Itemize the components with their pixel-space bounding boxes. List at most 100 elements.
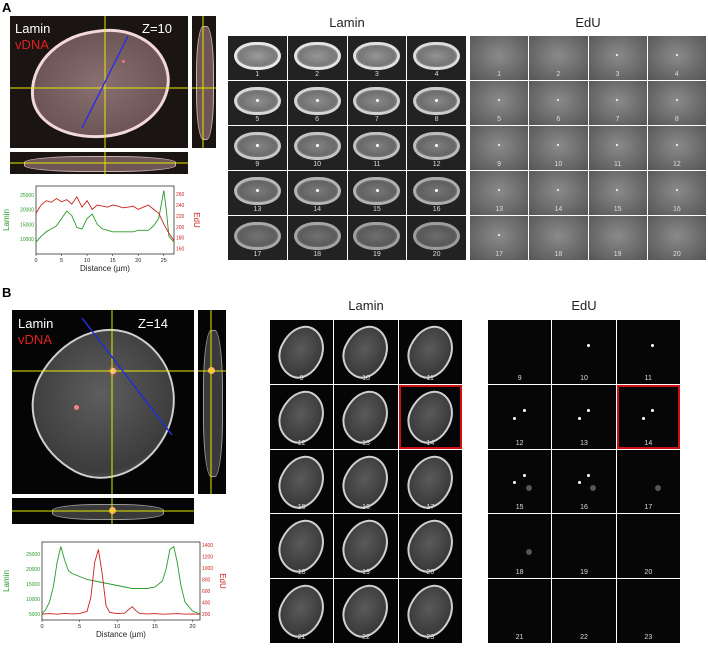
- chart-frame: [41, 541, 201, 621]
- z-slice-number: 11: [613, 161, 622, 168]
- panel-a-lamin-title: Lamin: [329, 15, 365, 30]
- z-slice-tile: 13: [228, 171, 287, 215]
- panel-b-micrograph: Lamin vDNA Z=14: [12, 310, 194, 494]
- y-right-tick-label: 200: [176, 225, 185, 231]
- lamin-series-line: [41, 545, 201, 615]
- y-right-axis-label: EdU: [192, 212, 201, 228]
- x-tick-label: 10: [114, 624, 120, 630]
- z-slice-number: 11: [426, 374, 434, 382]
- z-slice-tile: 8: [647, 81, 706, 125]
- z-slice-tile: 17: [228, 216, 287, 260]
- z-slice-tile: 20: [398, 514, 462, 579]
- z-slice-number: 11: [644, 374, 652, 382]
- z-slice-number: 17: [644, 504, 653, 512]
- z-slice-tile: 4: [647, 36, 706, 80]
- x-tick-label: 15: [152, 624, 158, 630]
- z-slice-number: 19: [362, 569, 370, 577]
- z-slice-tile: 10: [287, 126, 347, 170]
- z-slice-number: 15: [515, 504, 524, 512]
- z-slice-number: 12: [672, 161, 681, 168]
- z-slice-number: 4: [434, 71, 439, 78]
- z-slice-tile: 16: [552, 449, 616, 514]
- z-slice-number: 9: [497, 161, 502, 168]
- z-slice-tile: 15: [270, 449, 334, 514]
- edu-series-line: [41, 549, 201, 615]
- z-slice-number: 18: [297, 569, 306, 577]
- panel-a-micrograph: Lamin vDNA Z=10: [10, 16, 188, 148]
- y-left-tick-label: 15000: [20, 222, 34, 228]
- z-slice-number: 8: [674, 116, 679, 123]
- z-slice-number: 20: [672, 251, 681, 258]
- z-slice-number: 14: [644, 439, 653, 447]
- z-slice-number: 13: [580, 439, 588, 447]
- x-tick-label: 5: [78, 624, 81, 630]
- z-slice-number: 17: [426, 504, 435, 512]
- z-slice-number: 20: [426, 569, 435, 577]
- y-right-tick-label: 180: [176, 236, 185, 242]
- lamin-channel-label: Lamin: [15, 21, 51, 36]
- z-slice-tile: 9: [488, 320, 552, 384]
- z-slice-number: 8: [434, 116, 439, 123]
- z-slice-number: 12: [297, 439, 306, 447]
- z-slice-number: 3: [374, 71, 379, 78]
- lamin-channel-label-b: Lamin: [18, 316, 54, 331]
- vdna-channel-label: vDNA: [15, 37, 49, 52]
- z-slice-tile: 23: [616, 579, 680, 643]
- z-slice-number: 19: [613, 251, 622, 258]
- z-slice-tile: 16: [407, 171, 466, 215]
- z-slice-number: 2: [315, 71, 320, 78]
- z-slice-tile: 15: [488, 449, 552, 514]
- x-tick-label: 25: [161, 258, 167, 264]
- y-right-tick-label: 1200: [202, 554, 213, 560]
- panel-a-lamin-grid: 1 2 3 4 5 6 7 8 9 10 11 12 13 14 15 16 17 18 19 20: [228, 36, 466, 260]
- z-slice-number: 10: [580, 374, 588, 382]
- z-slice-number: 15: [372, 206, 381, 213]
- z-slice-number: 2: [556, 71, 561, 78]
- z-slice-tile: 15: [347, 171, 407, 215]
- z-slice-tile: 14: [287, 171, 347, 215]
- z-slice-tile: 16: [334, 449, 398, 514]
- z-slice-tile: 8: [407, 81, 466, 125]
- z-slice-tile: 17: [470, 216, 529, 260]
- z-slice-number: 13: [362, 439, 370, 447]
- z-slice-number: 6: [556, 116, 561, 123]
- z-slice-tile: 2: [529, 36, 588, 80]
- z-slice-tile: 16: [647, 171, 706, 215]
- z-slice-number: 9: [255, 161, 260, 168]
- z-slice-tile: 14: [529, 171, 588, 215]
- z-slice-number: 1: [255, 71, 260, 78]
- z-slice-tile: 23: [398, 579, 462, 643]
- z-slice-number: 16: [580, 504, 588, 512]
- y-left-tick-label: 20000: [26, 567, 40, 573]
- z-slice-number: 22: [362, 633, 370, 641]
- z-slice-tile: 5: [228, 81, 287, 125]
- z-slice-tile: 22: [334, 579, 398, 643]
- z-slice-number: 22: [580, 633, 588, 641]
- z-slice-tile: 19: [334, 514, 398, 579]
- lamin-series-line: [35, 190, 175, 243]
- z-slice-number: 13: [495, 206, 504, 213]
- z-slice-tile: 20: [616, 514, 680, 579]
- z-slice-tile: 18: [270, 514, 334, 579]
- y-right-tick-label: 220: [176, 214, 185, 220]
- y-right-tick-label: 260: [176, 192, 185, 198]
- z-slice-tile: 6: [529, 81, 588, 125]
- z-slice-number: 16: [672, 206, 681, 213]
- z-slice-number: 5: [255, 116, 260, 123]
- z-slice-number: 21: [297, 633, 306, 641]
- z-slice-number: 16: [432, 206, 441, 213]
- x-tick-label: 5: [60, 258, 63, 264]
- z-slice-tile: 11: [616, 320, 680, 384]
- z-slice-tile: 17: [398, 449, 462, 514]
- z-slice-number: 13: [253, 206, 262, 213]
- panel-b-lamin-title: Lamin: [348, 298, 384, 313]
- z-slice-number: 23: [644, 633, 653, 641]
- y-left-axis-label: Lamin: [2, 570, 11, 592]
- z-slice-tile: 12: [270, 384, 334, 449]
- x-axis-label: Distance (µm): [80, 264, 130, 273]
- z-slice-number: 4: [674, 71, 679, 78]
- z-slice-label-b: Z=14: [138, 316, 168, 331]
- z-slice-number: 12: [515, 439, 524, 447]
- z-slice-tile: 10: [552, 320, 616, 384]
- panel-b-edu-title: EdU: [571, 298, 597, 313]
